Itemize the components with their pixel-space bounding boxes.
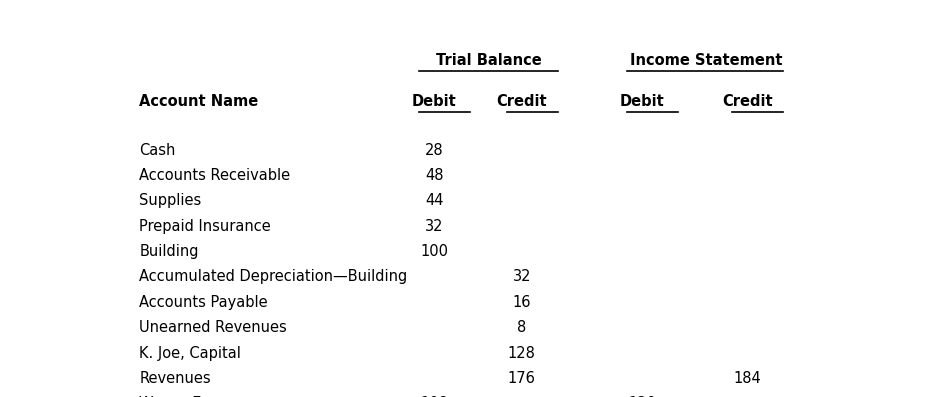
- Text: 16: 16: [512, 295, 531, 310]
- Text: K. Joe, Capital: K. Joe, Capital: [139, 345, 242, 360]
- Text: Accounts Payable: Accounts Payable: [139, 295, 268, 310]
- Text: Unearned Revenues: Unearned Revenues: [139, 320, 287, 335]
- Text: Debit: Debit: [619, 94, 665, 109]
- Text: Credit: Credit: [496, 94, 547, 109]
- Text: Trial Balance: Trial Balance: [436, 52, 542, 67]
- Text: 128: 128: [508, 345, 536, 360]
- Text: Account Name: Account Name: [139, 94, 258, 109]
- Text: Cash: Cash: [139, 143, 176, 158]
- Text: Accounts Receivable: Accounts Receivable: [139, 168, 290, 183]
- Text: Wages Expense: Wages Expense: [139, 396, 255, 397]
- Text: 44: 44: [425, 193, 444, 208]
- Text: 184: 184: [734, 371, 761, 386]
- Text: 28: 28: [425, 143, 444, 158]
- Text: 8: 8: [517, 320, 526, 335]
- Text: Accumulated Depreciation—Building: Accumulated Depreciation—Building: [139, 270, 408, 284]
- Text: 120: 120: [628, 396, 656, 397]
- Text: 100: 100: [420, 244, 448, 259]
- Text: Debit: Debit: [412, 94, 457, 109]
- Text: Prepaid Insurance: Prepaid Insurance: [139, 219, 271, 234]
- Text: Income Statement: Income Statement: [630, 52, 782, 67]
- Text: Credit: Credit: [722, 94, 773, 109]
- Text: 32: 32: [425, 219, 444, 234]
- Text: 108: 108: [420, 396, 448, 397]
- Text: 48: 48: [425, 168, 444, 183]
- Text: 176: 176: [508, 371, 536, 386]
- Text: Supplies: Supplies: [139, 193, 201, 208]
- Text: 32: 32: [512, 270, 531, 284]
- Text: Revenues: Revenues: [139, 371, 211, 386]
- Text: Building: Building: [139, 244, 199, 259]
